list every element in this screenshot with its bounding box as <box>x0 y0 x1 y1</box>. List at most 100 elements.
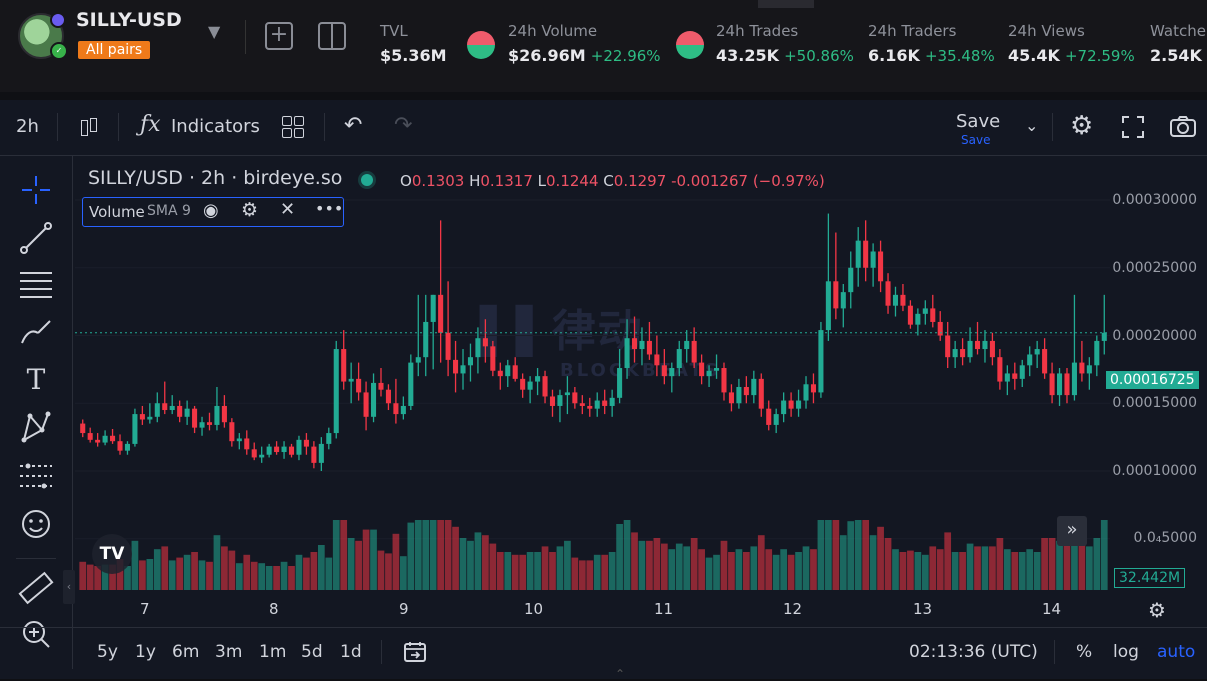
high-value: 0.1317 <box>480 172 533 190</box>
change-value: -0.001267 (−0.97%) <box>671 172 825 190</box>
brush-icon[interactable] <box>16 313 56 353</box>
gear-icon[interactable]: ⚙ <box>241 199 259 221</box>
volume-bar <box>869 535 877 590</box>
undo-icon[interactable]: ↶ <box>344 113 363 138</box>
candlestick-chart[interactable] <box>75 156 1110 592</box>
close-label: C <box>603 172 614 190</box>
volume-bar <box>586 560 594 590</box>
drag-handle-icon[interactable]: ⌃ <box>615 667 626 681</box>
candle-body <box>110 435 116 442</box>
tradingview-logo-icon[interactable]: TV <box>92 534 132 574</box>
candle-body <box>609 397 615 406</box>
candle-body <box>1079 362 1085 374</box>
ruler-icon[interactable] <box>16 568 56 608</box>
candle <box>624 319 630 379</box>
go-to-date-icon[interactable] <box>403 641 427 663</box>
volume-pie-icon <box>467 31 495 59</box>
candle <box>1079 340 1085 382</box>
emoji-icon[interactable] <box>16 504 56 544</box>
candle <box>318 437 324 471</box>
price-tick: 0.0₄5000 <box>1133 530 1197 546</box>
pattern-icon[interactable] <box>16 408 56 448</box>
token-pair-name: SILLY-USD <box>76 9 182 31</box>
candle-body <box>311 446 317 463</box>
candle <box>244 430 250 455</box>
add-icon[interactable]: + <box>265 22 293 50</box>
candle <box>177 400 183 423</box>
price-axis[interactable]: 0.00030000 0.00025000 0.00020000 0.00015… <box>1106 156 1207 592</box>
volume-bar <box>489 543 497 590</box>
volume-bar <box>772 554 780 590</box>
candle-body <box>617 368 623 398</box>
candle <box>154 392 160 423</box>
stat-label: 24h Trades <box>716 22 799 40</box>
volume-bar <box>825 520 832 590</box>
crosshair-icon[interactable] <box>16 170 56 210</box>
stat-label: 24h Traders <box>868 22 957 40</box>
high-label: H <box>469 172 481 190</box>
price-tick: 0.00025000 <box>1112 260 1197 276</box>
range-1d[interactable]: 1d <box>340 642 362 662</box>
volume-bar <box>1078 538 1086 590</box>
percent-toggle[interactable]: % <box>1076 642 1093 662</box>
utc-clock[interactable]: 02:13:36 (UTC) <box>909 642 1038 662</box>
range-5y[interactable]: 5y <box>97 642 118 662</box>
candle-style-icon[interactable] <box>78 116 98 138</box>
camera-icon[interactable] <box>1169 114 1197 138</box>
range-6m[interactable]: 6m <box>172 642 200 662</box>
layout-grid-icon[interactable] <box>282 116 304 138</box>
time-axis[interactable]: 7 8 9 10 11 12 13 14 <box>75 592 1110 626</box>
volume-indicator-legend[interactable]: Volume SMA 9 ◉ ⚙ ✕ ••• <box>82 197 344 227</box>
volume-bar <box>921 554 929 590</box>
interval-button[interactable]: 2h <box>16 116 39 137</box>
candle <box>639 327 645 366</box>
candle <box>952 340 958 369</box>
all-pairs-button[interactable]: All pairs <box>78 41 151 59</box>
auto-toggle[interactable]: auto <box>1157 642 1196 662</box>
fullscreen-icon[interactable] <box>1122 116 1144 138</box>
timeframe-active[interactable] <box>758 0 814 8</box>
prediction-icon[interactable] <box>16 456 56 496</box>
candle-body <box>385 389 391 404</box>
axis-settings-icon[interactable]: ⚙ <box>1148 598 1166 622</box>
settings-gear-icon[interactable]: ⚙ <box>1070 111 1094 141</box>
range-1m[interactable]: 1m <box>259 642 287 662</box>
zoom-in-icon[interactable] <box>16 614 56 654</box>
range-5d[interactable]: 5d <box>301 642 323 662</box>
log-toggle[interactable]: log <box>1113 642 1139 662</box>
close-icon[interactable]: ✕ <box>280 199 296 220</box>
redo-icon[interactable]: ↷ <box>394 113 413 138</box>
candle-body <box>803 384 809 401</box>
eye-icon[interactable]: ◉ <box>203 200 219 221</box>
fx-icon[interactable]: ƒx <box>140 112 161 137</box>
indicators-button[interactable]: Indicators <box>171 116 260 137</box>
volume-bar <box>153 549 161 590</box>
volume-bar <box>743 552 750 590</box>
volume-bar <box>1056 540 1063 590</box>
more-icon[interactable]: ••• <box>315 199 344 218</box>
chevron-down-icon[interactable]: ⌄ <box>1025 116 1039 135</box>
volume-bar <box>504 552 512 590</box>
candle-body <box>602 400 608 406</box>
range-3m[interactable]: 3m <box>215 642 243 662</box>
divider <box>16 558 56 559</box>
trend-line-icon[interactable] <box>16 218 56 258</box>
candle-body <box>1049 373 1055 396</box>
candle <box>229 418 235 447</box>
range-1y[interactable]: 1y <box>135 642 156 662</box>
scroll-to-realtime-icon[interactable]: » <box>1057 516 1087 546</box>
candle <box>728 384 734 412</box>
split-view-icon[interactable] <box>318 22 346 50</box>
volume-bar <box>377 550 385 590</box>
text-tool-icon[interactable]: T <box>26 363 46 396</box>
candle <box>833 232 839 320</box>
save-button[interactable]: Save <box>956 111 1001 132</box>
chevron-down-icon[interactable]: ▼ <box>208 22 221 41</box>
collapse-toolbar-button[interactable]: ‹ <box>63 570 75 604</box>
stat-traders: 24h Traders 6.16K +35.48% <box>868 22 995 65</box>
fib-retracement-icon[interactable] <box>16 265 56 305</box>
candle <box>1101 294 1107 355</box>
volume-bar <box>258 563 266 590</box>
candle <box>423 294 429 377</box>
volume-bar <box>191 552 198 590</box>
